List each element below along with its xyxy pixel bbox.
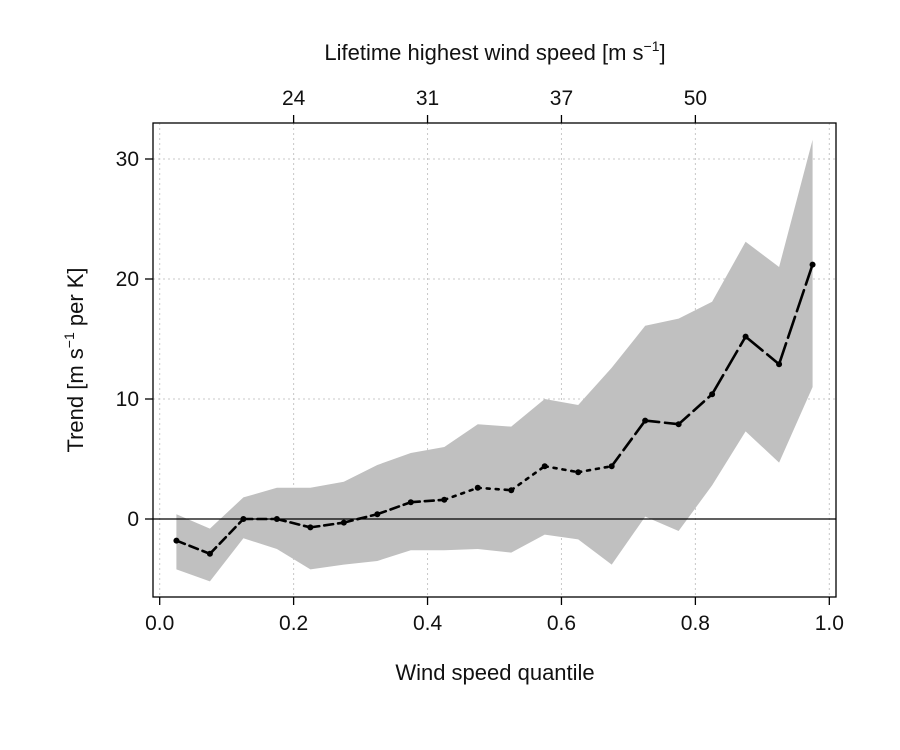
data-point: [776, 361, 783, 368]
plot-frame: [152, 122, 837, 598]
data-point: [474, 484, 481, 491]
data-point: [273, 516, 280, 522]
data-point: [340, 519, 347, 526]
data-point: [709, 391, 716, 398]
confidence-band-layer: [176, 139, 813, 582]
trend-segment: [309, 521, 346, 529]
x-tick-label: 0.4: [413, 612, 443, 635]
trend-segment: [576, 464, 613, 474]
trend-segment: [777, 263, 814, 366]
trend-segment: [376, 500, 413, 516]
confidence-band: [176, 139, 813, 582]
y-axis-title: Trend [m s−1 per K]: [61, 267, 88, 452]
data-point: [307, 524, 314, 531]
tick-layer: 0.0 0.2 0.4 0.6 0.8 1.0 0 10 20 30 24 31 37 50: [116, 87, 844, 635]
trend-segment: [208, 517, 245, 556]
data-point: [374, 511, 381, 518]
top-x-tick-label: 31: [416, 87, 439, 110]
trend-segment: [476, 486, 513, 492]
data-point: [608, 463, 615, 470]
data-point: [742, 333, 749, 340]
trend-segment: [643, 419, 680, 426]
data-point: [642, 417, 649, 424]
x-tick-label: 0.0: [145, 612, 174, 635]
plot-frame-layer: [152, 122, 837, 598]
trend-segment: [543, 464, 580, 474]
x-axis-title: Wind speed quantile: [395, 660, 594, 685]
trend-segment: [409, 498, 446, 504]
y-tick-label: 30: [116, 148, 139, 171]
x-tick-label: 0.6: [547, 612, 576, 635]
x-tick-label: 0.2: [279, 612, 308, 635]
top-x-tick-label: 50: [684, 87, 707, 110]
data-point: [206, 550, 213, 557]
x-tick-label: 1.0: [815, 612, 844, 635]
data-point: [407, 499, 414, 506]
top-x-tick-label: 24: [282, 87, 306, 110]
y-tick-label: 20: [116, 268, 139, 291]
data-point: [675, 421, 682, 428]
data-point: [541, 463, 548, 470]
data-point: [240, 516, 247, 522]
trend-segment: [275, 517, 312, 529]
trend-segment: [710, 335, 747, 396]
trend-segment: [744, 335, 781, 366]
data-point: [173, 537, 180, 544]
data-point: [575, 469, 582, 476]
data-point: [809, 261, 816, 268]
x-tick-label: 0.8: [681, 612, 710, 635]
trend-line-layer: [173, 261, 816, 557]
trend-segment: [175, 539, 212, 556]
trend-segment: [342, 512, 379, 524]
y-tick-label: 10: [116, 388, 139, 411]
y-tick-label: 0: [127, 508, 139, 531]
trend-segment: [610, 419, 647, 468]
trend-segment: [677, 392, 714, 426]
top-x-tick-label: 37: [550, 87, 573, 110]
data-point: [508, 487, 515, 494]
trend-segment: [509, 464, 547, 492]
trend-segment: [442, 486, 480, 502]
top-axis-title: Lifetime highest wind speed [m s−1]: [324, 38, 665, 65]
data-point: [441, 496, 448, 503]
